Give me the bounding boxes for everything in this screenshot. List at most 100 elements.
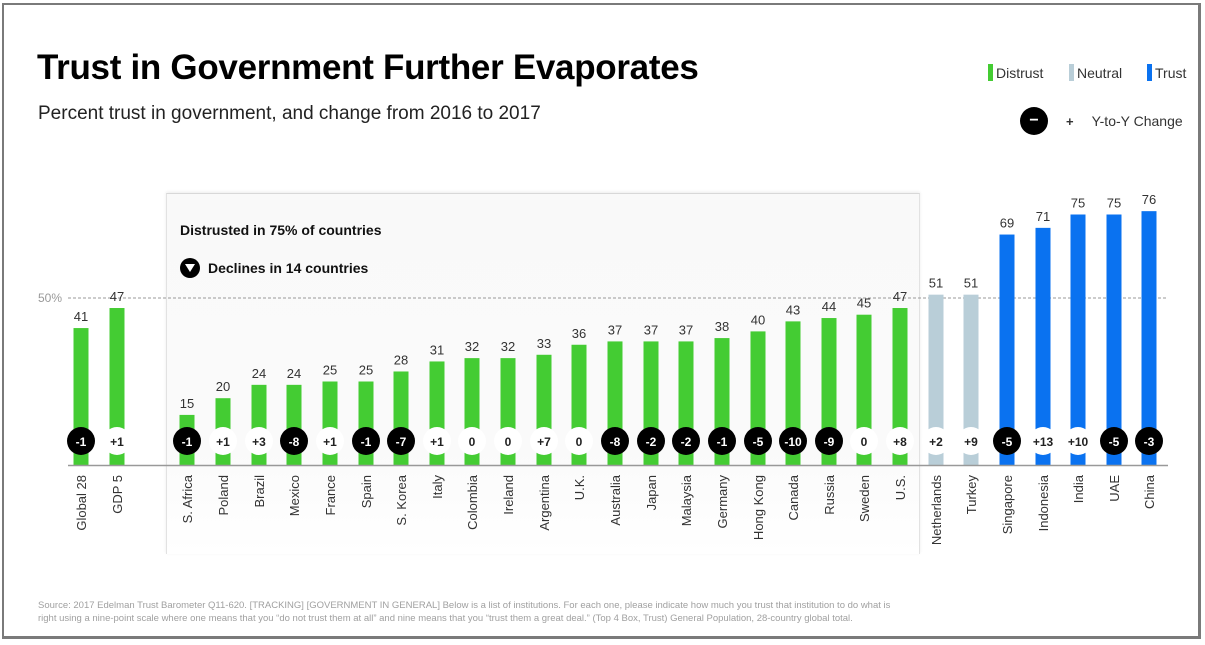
category-label: Sweden bbox=[857, 475, 872, 522]
category-label: GDP 5 bbox=[110, 475, 125, 514]
change-label: 0 bbox=[861, 435, 868, 449]
category-label: Japan bbox=[644, 475, 659, 510]
change-label: -2 bbox=[681, 435, 692, 449]
category-label: France bbox=[323, 475, 338, 515]
change-label: 0 bbox=[469, 435, 476, 449]
value-label: 40 bbox=[751, 312, 765, 327]
bar-uae bbox=[1106, 214, 1122, 465]
value-label: 15 bbox=[180, 396, 194, 411]
bar-india bbox=[1070, 214, 1086, 465]
change-label: -3 bbox=[1144, 435, 1155, 449]
category-label: Russia bbox=[822, 474, 837, 515]
change-label: +1 bbox=[216, 435, 230, 449]
reference-line-label: 50% bbox=[38, 291, 62, 305]
category-label: Ireland bbox=[501, 475, 516, 515]
change-label: -7 bbox=[396, 435, 407, 449]
legend-label: Neutral bbox=[1077, 64, 1123, 81]
change-badge bbox=[744, 427, 772, 455]
change-badge bbox=[173, 427, 201, 455]
change-label: -1 bbox=[76, 435, 87, 449]
bar-turkey bbox=[963, 294, 979, 465]
value-label: 76 bbox=[1142, 192, 1156, 207]
trust-swatch bbox=[1147, 64, 1152, 81]
value-label: 45 bbox=[857, 296, 871, 311]
change-badge bbox=[1029, 427, 1057, 455]
change-badge bbox=[494, 427, 522, 455]
value-label: 41 bbox=[74, 309, 88, 324]
category-label: Indonesia bbox=[1036, 474, 1051, 531]
value-label: 37 bbox=[644, 322, 658, 337]
category-label: Spain bbox=[359, 475, 374, 508]
change-label: -8 bbox=[289, 435, 300, 449]
change-label: +7 bbox=[537, 435, 551, 449]
category-label: Turkey bbox=[964, 475, 979, 515]
change-badge bbox=[601, 427, 629, 455]
value-label: 51 bbox=[929, 276, 943, 291]
change-label: -5 bbox=[1109, 435, 1120, 449]
category-label: U.K. bbox=[572, 475, 587, 500]
change-label: 0 bbox=[505, 435, 512, 449]
category-label: Canada bbox=[786, 474, 801, 520]
change-label: -5 bbox=[1002, 435, 1013, 449]
change-label: +13 bbox=[1033, 435, 1054, 449]
bar-indonesia bbox=[1035, 227, 1051, 465]
value-label: 71 bbox=[1036, 209, 1050, 224]
change-label: +10 bbox=[1068, 435, 1089, 449]
value-label: 20 bbox=[216, 379, 230, 394]
change-label: +3 bbox=[252, 435, 266, 449]
change-label: -2 bbox=[646, 435, 657, 449]
change-label: 0 bbox=[576, 435, 583, 449]
change-label: -1 bbox=[182, 435, 193, 449]
change-label: -10 bbox=[784, 435, 802, 449]
change-badge bbox=[530, 427, 558, 455]
source-note: Source: 2017 Edelman Trust Barometer Q11… bbox=[38, 600, 891, 624]
category-label: S. Korea bbox=[394, 474, 409, 525]
change-label: +1 bbox=[323, 435, 337, 449]
value-label: 32 bbox=[501, 339, 515, 354]
change-badge bbox=[103, 427, 131, 455]
category-label: U.S. bbox=[893, 475, 908, 500]
change-label: +8 bbox=[893, 435, 907, 449]
change-badge bbox=[637, 427, 665, 455]
category-label: Australia bbox=[608, 474, 623, 525]
bar-netherlands bbox=[928, 294, 944, 465]
legend-label: Distrust bbox=[996, 64, 1044, 81]
panel-note-declines-text: Declines in 14 countries bbox=[208, 260, 369, 276]
category-label: Singapore bbox=[1000, 475, 1015, 534]
bar-china bbox=[1141, 211, 1157, 465]
value-label: 47 bbox=[110, 289, 124, 304]
change-badge bbox=[280, 427, 308, 455]
change-label: -1 bbox=[361, 435, 372, 449]
change-badge bbox=[387, 427, 415, 455]
change-label: +9 bbox=[964, 435, 978, 449]
change-badge bbox=[886, 427, 914, 455]
value-label: 25 bbox=[323, 363, 337, 378]
change-badge bbox=[957, 427, 985, 455]
change-badge bbox=[708, 427, 736, 455]
plus-icon: + bbox=[1066, 113, 1074, 129]
change-legend: − + Y-to-Y Change bbox=[1020, 107, 1183, 135]
change-label: -5 bbox=[753, 435, 764, 449]
category-label: India bbox=[1071, 474, 1086, 503]
legend-label: Trust bbox=[1155, 64, 1187, 81]
change-legend-label: Y-to-Y Change bbox=[1091, 113, 1183, 129]
bar-gdp-5 bbox=[109, 308, 125, 465]
category-label: UAE bbox=[1107, 475, 1122, 502]
category-label: Germany bbox=[715, 475, 730, 529]
change-badge bbox=[423, 427, 451, 455]
neutral-swatch bbox=[1069, 64, 1074, 81]
category-label: Colombia bbox=[465, 474, 480, 530]
legend-item-neutral: Neutral bbox=[1069, 64, 1122, 81]
value-label: 36 bbox=[572, 326, 586, 341]
category-label: Argentina bbox=[537, 474, 552, 530]
change-label: +2 bbox=[929, 435, 943, 449]
legend-item-trust: Trust bbox=[1147, 64, 1186, 81]
value-label: 24 bbox=[252, 366, 266, 381]
chart-subtitle: Percent trust in government, and change … bbox=[38, 103, 541, 124]
change-label: -9 bbox=[824, 435, 835, 449]
category-label: Netherlands bbox=[929, 475, 944, 546]
change-badge bbox=[565, 427, 593, 455]
category-label: Poland bbox=[216, 475, 231, 515]
change-badge bbox=[1100, 427, 1128, 455]
